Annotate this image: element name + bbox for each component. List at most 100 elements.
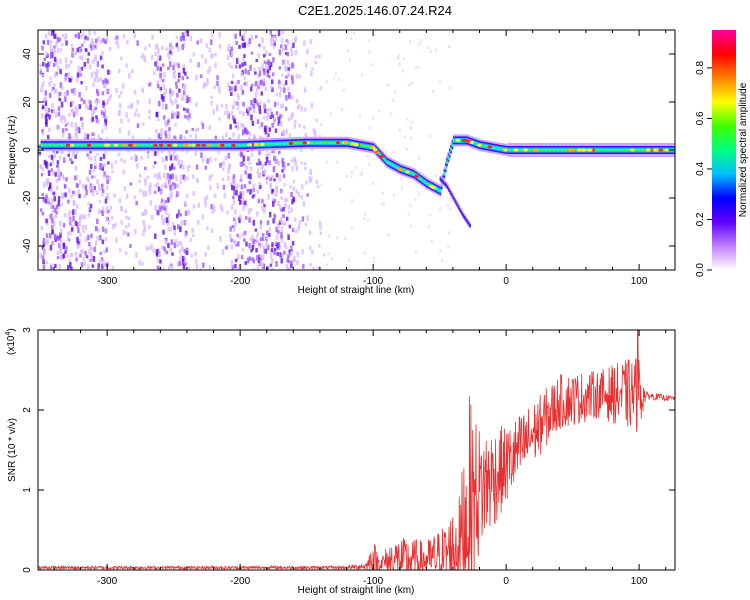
spectrogram-noise-speck [61, 128, 65, 134]
spectrogram-noise-speck [51, 205, 55, 209]
spectrogram-noise-speck [244, 216, 248, 220]
spectrogram-noise-speck [42, 238, 46, 244]
spectrogram-noise-speck [410, 120, 413, 124]
spectrogram-noise-speck [105, 247, 109, 253]
spectrogram-noise-speck [181, 44, 184, 50]
spectrogram-noise-speck [449, 207, 452, 211]
spectrogram-noise-speck [101, 239, 105, 245]
spectrogram-noise-speck [244, 30, 247, 34]
spectrogram-noise-speck [398, 53, 401, 57]
spectrogram-noise-speck [174, 238, 178, 243]
spectrogram-trace-core [323, 141, 326, 144]
spectrogram-noise-speck [85, 104, 88, 109]
spectrogram-noise-speck [223, 110, 227, 116]
spectrogram-noise-speck [298, 74, 301, 79]
spectrogram-noise-speck [257, 85, 260, 90]
spectrogram-noise-speck [105, 229, 108, 234]
spectrogram-branch-core [460, 209, 462, 213]
spectrogram-noise-speck [274, 241, 278, 245]
spectrogram-ytick-label: -40 [22, 238, 33, 253]
spectrogram-noise-speck [69, 252, 73, 258]
spectrogram-trace-core [527, 148, 529, 152]
spectrogram-noise-speck [277, 118, 281, 124]
snr-ylabel: SNR (10 * v/v) [7, 418, 18, 482]
spectrogram-noise-speck [48, 182, 52, 188]
spectrogram-noise-speck [169, 184, 173, 190]
spectrogram-noise-speck [51, 102, 54, 108]
spectrogram-noise-speck [154, 184, 157, 188]
spectrogram-noise-speck [247, 208, 251, 215]
spectrogram-noise-speck [176, 184, 180, 189]
spectrogram-noise-speck [318, 220, 322, 226]
spectrogram-noise-speck [177, 63, 180, 69]
spectrogram-noise-speck [153, 70, 156, 75]
spectrogram-noise-speck [226, 47, 230, 52]
spectrogram-noise-speck [39, 68, 43, 72]
spectrogram-noise-speck [50, 265, 53, 270]
spectrogram-noise-speck [91, 184, 95, 190]
spectrogram-noise-speck [133, 195, 137, 200]
spectrogram-noise-speck [76, 222, 79, 228]
spectrogram-noise-speck [288, 133, 292, 140]
spectrogram-branch-core [457, 204, 459, 208]
spectrogram-noise-speck [86, 58, 90, 64]
spectrogram-noise-speck [69, 101, 73, 108]
spectrogram-noise-speck [42, 264, 46, 270]
spectrogram-noise-speck [282, 47, 285, 53]
spectrogram-noise-speck [59, 239, 63, 244]
spectrogram-trace-core [241, 143, 244, 147]
spectrogram-trace-core [616, 148, 619, 152]
spectrogram-noise-speck [237, 134, 240, 141]
spectrogram-noise-speck [171, 173, 175, 180]
spectrogram-noise-speck [170, 163, 174, 170]
spectrogram-noise-speck [81, 121, 84, 127]
spectrogram-noise-speck [258, 105, 261, 111]
spectrogram-noise-speck [249, 237, 252, 242]
spectrogram-noise-speck [310, 102, 314, 108]
spectrogram-trace-core [575, 148, 577, 152]
spectrogram-noise-speck [278, 244, 282, 250]
spectrogram-trace-core [390, 162, 393, 166]
spectrogram-noise-speck [103, 111, 106, 118]
spectrogram-trace-core [226, 144, 229, 147]
spectrogram-noise-speck [317, 266, 320, 270]
spectrogram-noise-speck [234, 221, 237, 227]
spectrogram-trace-core [363, 144, 366, 148]
spectrogram-noise-speck [184, 262, 187, 266]
spectrogram-noise-speck [74, 251, 78, 258]
spectrogram-trace-core [276, 142, 278, 146]
spectrogram-noise-speck [179, 241, 183, 246]
spectrogram-noise-speck [256, 162, 259, 166]
spectrogram-noise-speck [182, 264, 186, 270]
spectrogram-noise-speck [83, 194, 87, 198]
spectrogram-noise-speck [99, 258, 102, 263]
spectrogram-noise-speck [148, 43, 151, 48]
spectrogram-noise-speck [256, 231, 260, 236]
spectrogram-noise-speck [181, 248, 185, 252]
spectrogram-noise-speck [59, 248, 63, 255]
spectrogram-noise-speck [176, 114, 179, 119]
spectrogram-noise-speck [55, 89, 58, 93]
spectrogram-noise-speck [134, 228, 137, 235]
spectrogram-noise-speck [415, 250, 418, 254]
spectrogram-noise-speck [259, 100, 262, 106]
spectrogram-trace-core [314, 141, 317, 144]
spectrogram-noise-speck [169, 174, 172, 180]
spectrogram-noise-speck [254, 80, 258, 87]
spectrogram-noise-speck [122, 229, 125, 236]
spectrogram-noise-speck [57, 65, 60, 70]
spectrogram-noise-speck [51, 209, 54, 214]
spectrogram-branch-core [447, 186, 449, 189]
spectrogram-noise-speck [243, 76, 247, 81]
spectrogram-noise-speck [255, 248, 258, 253]
spectrogram-trace-core [60, 144, 63, 147]
spectrogram-noise-speck [186, 30, 190, 37]
spectrogram-noise-speck [306, 48, 309, 55]
spectrogram-noise-speck [273, 34, 277, 38]
spectrogram-noise-speck [57, 93, 61, 98]
spectrogram-noise-speck [280, 103, 283, 109]
spectrogram-noise-speck [48, 127, 51, 132]
spectrogram-noise-speck [257, 158, 261, 162]
